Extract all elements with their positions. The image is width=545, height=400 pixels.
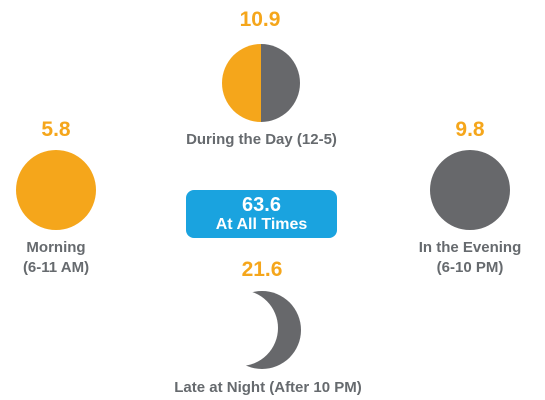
total-value: 63.6 bbox=[242, 194, 281, 216]
evening-value: 9.8 bbox=[455, 118, 485, 141]
morning-label-line2: (6-11 AM) bbox=[22, 259, 90, 276]
evening-label-line2: (6-10 PM) bbox=[436, 259, 504, 276]
crescent-moon-icon bbox=[223, 291, 301, 369]
night-label: Late at Night (After 10 PM) bbox=[174, 379, 362, 396]
morning-label-line1: Morning bbox=[26, 239, 86, 256]
total-badge: 63.6 At All Times bbox=[186, 190, 337, 238]
full-moon-icon bbox=[430, 150, 510, 230]
evening-label-line1: In the Evening bbox=[418, 239, 522, 256]
morning-value: 5.8 bbox=[41, 118, 71, 141]
half-moon-icon bbox=[222, 44, 300, 122]
full-sun-icon bbox=[16, 150, 96, 230]
night-value: 21.6 bbox=[241, 258, 283, 281]
day-value: 10.9 bbox=[239, 8, 281, 31]
day-label: During the Day (12-5) bbox=[186, 131, 337, 148]
total-label: At All Times bbox=[215, 216, 308, 233]
